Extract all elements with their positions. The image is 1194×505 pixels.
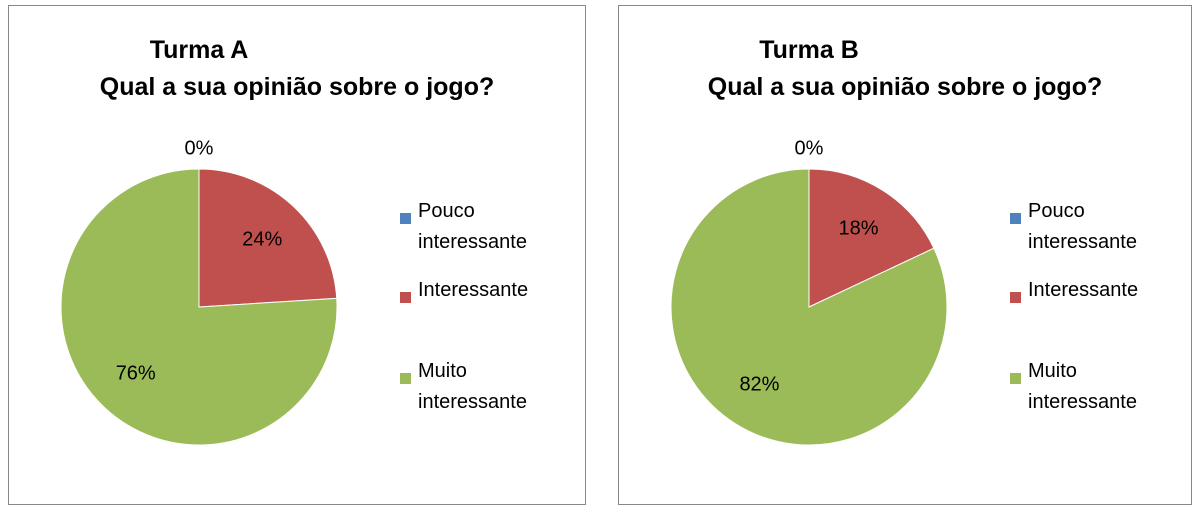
- data-label: 24%: [242, 228, 283, 251]
- legend-swatch: [1010, 292, 1021, 303]
- legend-swatch: [400, 373, 411, 384]
- legend-swatch: [400, 292, 411, 303]
- pie: [670, 168, 948, 446]
- legend-label: Pouco interessante: [418, 200, 527, 253]
- data-label: 18%: [838, 217, 879, 240]
- chart-panel: Turma A Qual a sua opinião sobre o jogo? 0…: [8, 5, 586, 505]
- chart-title: Turma B: [759, 36, 859, 64]
- legend-label: Interessante: [418, 279, 529, 301]
- chart-title: Turma A: [149, 36, 249, 64]
- legend-swatch: [1010, 373, 1021, 384]
- legend-label: Muito interessante: [418, 360, 527, 413]
- legend-swatch: [400, 213, 411, 224]
- legend-label: Interessante: [1028, 279, 1139, 301]
- data-label: 0%: [184, 137, 214, 160]
- data-label: 82%: [739, 373, 780, 396]
- pie-slice: [670, 168, 948, 446]
- chart-panel: Turma B Qual a sua opinião sobre o jogo? 0…: [618, 5, 1192, 505]
- data-label: 0%: [794, 137, 824, 160]
- legend-label: Muito interessante: [1028, 360, 1137, 413]
- legend-swatch: [1010, 213, 1021, 224]
- pie: [60, 168, 338, 446]
- data-label: 76%: [115, 362, 156, 385]
- chart-subtitle: Qual a sua opinião sobre o jogo?: [707, 73, 1103, 101]
- pie-slice: [808, 168, 935, 308]
- pie-slice: [60, 168, 338, 446]
- legend-label: Pouco interessante: [1028, 200, 1137, 253]
- chart-subtitle: Qual a sua opinião sobre o jogo?: [99, 73, 495, 101]
- pie-slice: [198, 168, 338, 308]
